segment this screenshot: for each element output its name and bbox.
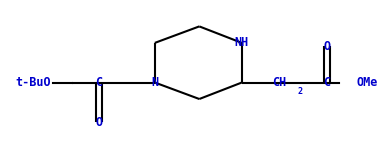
Text: OMe: OMe [356, 76, 377, 89]
Text: C: C [95, 76, 102, 89]
Text: CH: CH [272, 76, 286, 89]
Text: NH: NH [235, 36, 249, 49]
Text: O: O [95, 116, 102, 129]
Text: t-BuO: t-BuO [15, 76, 51, 89]
Text: 2: 2 [298, 87, 302, 96]
Text: C: C [324, 76, 330, 89]
Text: O: O [324, 40, 330, 53]
Text: N: N [151, 76, 158, 89]
